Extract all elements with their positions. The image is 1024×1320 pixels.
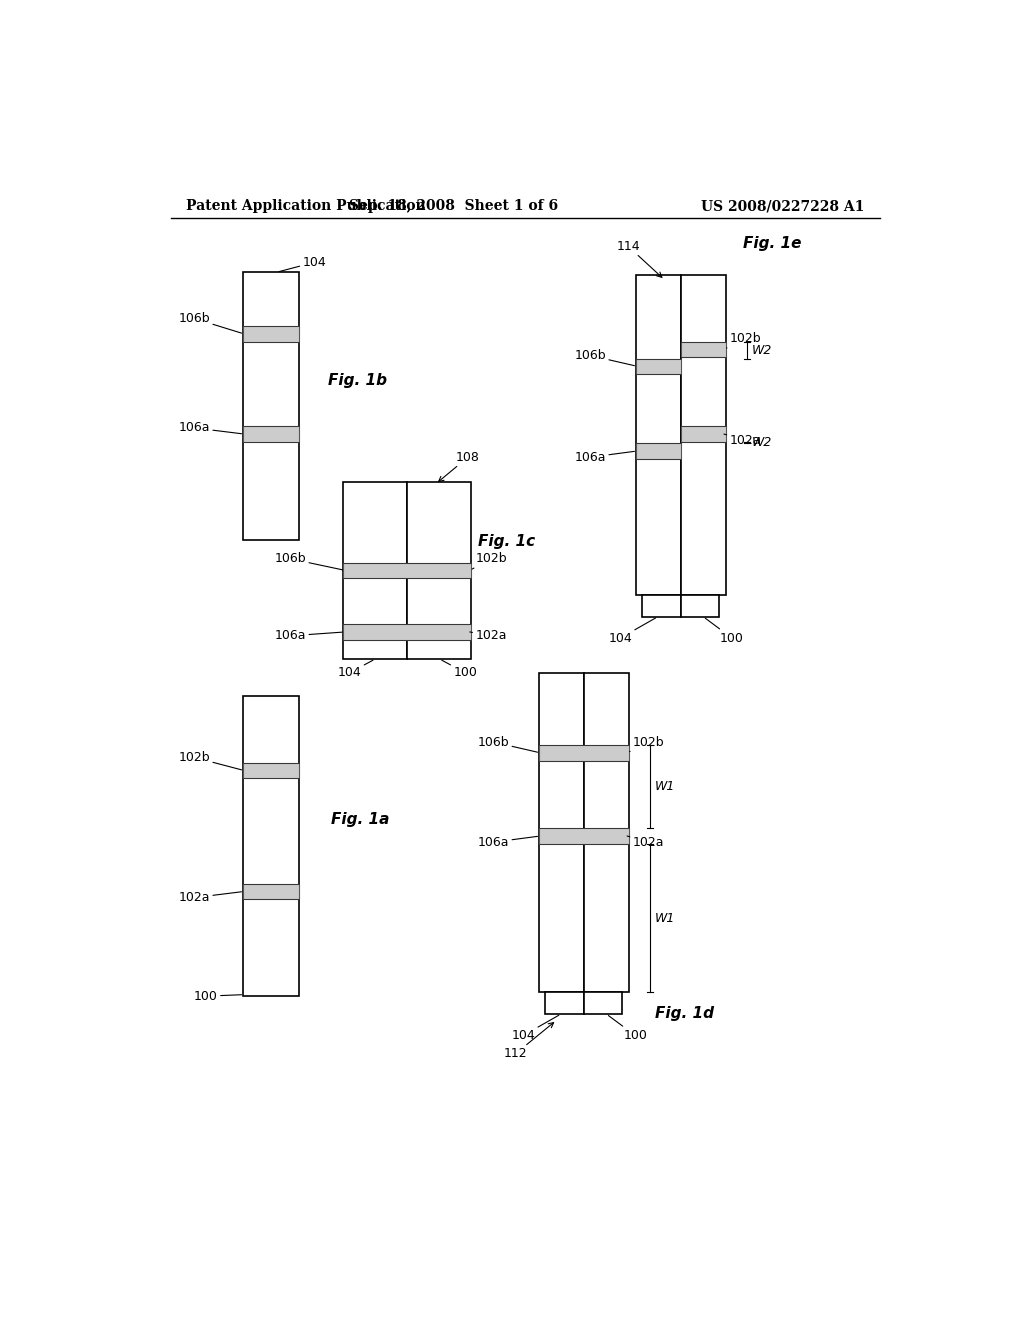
Bar [636, 444, 681, 459]
Text: 106b: 106b [574, 348, 635, 366]
Text: W1: W1 [655, 780, 676, 793]
Text: 104: 104 [338, 660, 373, 680]
Text: 106a: 106a [478, 836, 538, 849]
Text: 106a: 106a [178, 421, 242, 434]
Text: 102a: 102a [470, 630, 507, 643]
Bar [243, 272, 299, 540]
Bar [243, 426, 299, 442]
Bar [539, 744, 629, 760]
Bar [642, 595, 681, 616]
Bar [636, 276, 681, 595]
Bar [681, 595, 719, 616]
Bar [343, 624, 471, 640]
Bar [545, 993, 584, 1014]
Text: 104: 104 [279, 256, 326, 272]
Text: 106b: 106b [477, 735, 538, 752]
Bar [343, 570, 408, 659]
Text: W1: W1 [655, 912, 676, 924]
Text: 108: 108 [438, 450, 480, 482]
Bar [539, 829, 629, 843]
Text: 102b: 102b [726, 333, 761, 348]
Bar [408, 570, 471, 659]
Bar [343, 562, 471, 578]
Text: 100: 100 [706, 618, 744, 644]
Text: 112: 112 [504, 1023, 554, 1060]
Text: 102a: 102a [627, 836, 664, 849]
Bar [584, 993, 623, 1014]
Text: 106a: 106a [274, 630, 342, 643]
Text: 100: 100 [441, 660, 477, 680]
Bar [681, 426, 726, 442]
Text: Fig. 1c: Fig. 1c [477, 535, 535, 549]
Text: Sep. 18, 2008  Sheet 1 of 6: Sep. 18, 2008 Sheet 1 of 6 [349, 199, 558, 213]
Text: 102b: 102b [472, 552, 507, 569]
Text: US 2008/0227228 A1: US 2008/0227228 A1 [700, 199, 864, 213]
Text: 100: 100 [194, 990, 242, 1003]
Bar [343, 482, 408, 570]
Text: 106a: 106a [574, 450, 635, 463]
Text: 104: 104 [511, 1015, 559, 1041]
Text: 102b: 102b [178, 751, 242, 770]
Text: 104: 104 [608, 618, 655, 644]
Bar [681, 342, 726, 358]
Text: Fig. 1e: Fig. 1e [742, 235, 801, 251]
Text: W2: W2 [752, 343, 772, 356]
Text: 102b: 102b [630, 735, 665, 751]
Bar [636, 359, 681, 374]
Bar [408, 482, 471, 570]
Bar [243, 696, 299, 997]
Bar [243, 763, 299, 779]
Text: 106b: 106b [274, 552, 342, 570]
Text: Fig. 1a: Fig. 1a [331, 812, 389, 826]
Text: Patent Application Publication: Patent Application Publication [186, 199, 426, 213]
Text: 100: 100 [608, 1015, 647, 1041]
Text: 102a: 102a [178, 891, 242, 904]
Text: Fig. 1d: Fig. 1d [655, 1006, 714, 1022]
Text: 114: 114 [616, 240, 662, 277]
Bar [681, 276, 726, 595]
Bar [584, 673, 629, 993]
Text: Fig. 1b: Fig. 1b [328, 372, 387, 388]
Text: 106b: 106b [178, 312, 242, 333]
Text: W2: W2 [752, 436, 772, 449]
Bar [243, 326, 299, 342]
Bar [243, 884, 299, 899]
Text: 102a: 102a [724, 434, 761, 446]
Bar [539, 673, 584, 993]
